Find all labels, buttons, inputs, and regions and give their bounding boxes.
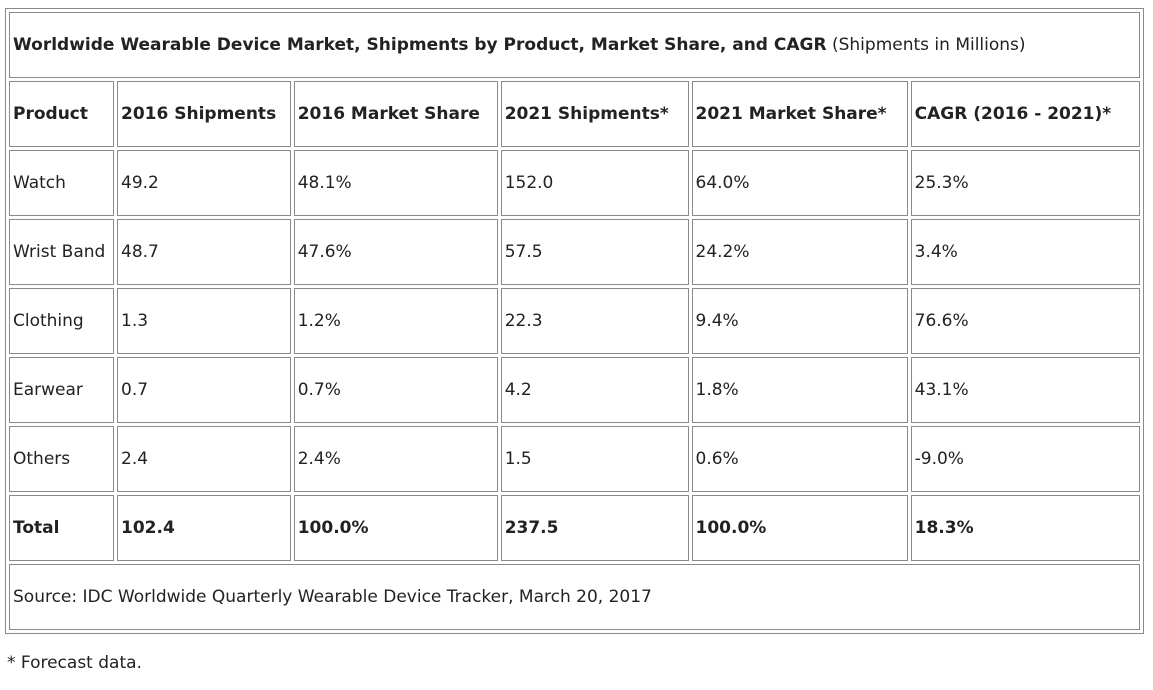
table-cell: 3.4% — [910, 219, 1140, 285]
column-header: 2021 Market Share* — [691, 81, 908, 147]
table-cell: 2.4 — [117, 426, 291, 492]
table-cell: Watch — [9, 150, 115, 216]
column-header: CAGR (2016 - 2021)* — [910, 81, 1140, 147]
table-cell: 1.5 — [500, 426, 689, 492]
table-title: Worldwide Wearable Device Market, Shipme… — [13, 35, 827, 55]
table-title-cell: Worldwide Wearable Device Market, Shipme… — [9, 12, 1140, 78]
forecast-footnote: * Forecast data. — [7, 653, 142, 673]
table-cell: 76.6% — [910, 288, 1140, 354]
wearables-market-table: Worldwide Wearable Device Market, Shipme… — [5, 8, 1144, 634]
total-cell: 100.0% — [293, 495, 498, 561]
table-cell: 9.4% — [691, 288, 908, 354]
table-cell: 43.1% — [910, 357, 1140, 423]
table-cell: Wrist Band — [9, 219, 115, 285]
table-cell: 48.7 — [117, 219, 291, 285]
table-cell: 25.3% — [910, 150, 1140, 216]
table-cell: 22.3 — [500, 288, 689, 354]
table-cell: 48.1% — [293, 150, 498, 216]
column-header: 2016 Shipments — [117, 81, 291, 147]
table-cell: 0.7% — [293, 357, 498, 423]
total-cell: 102.4 — [117, 495, 291, 561]
source-row: Source: IDC Worldwide Quarterly Wearable… — [9, 564, 1140, 630]
table-cell: Others — [9, 426, 115, 492]
table-row: Others 2.4 2.4% 1.5 0.6% -9.0% — [9, 426, 1140, 492]
table-cell: 4.2 — [500, 357, 689, 423]
table-cell: Earwear — [9, 357, 115, 423]
table-title-row: Worldwide Wearable Device Market, Shipme… — [9, 12, 1140, 78]
table-row: Earwear 0.7 0.7% 4.2 1.8% 43.1% — [9, 357, 1140, 423]
table-row: Watch 49.2 48.1% 152.0 64.0% 25.3% — [9, 150, 1140, 216]
column-header-row: Product 2016 Shipments 2016 Market Share… — [9, 81, 1140, 147]
total-row: Total 102.4 100.0% 237.5 100.0% 18.3% — [9, 495, 1140, 561]
column-header: 2021 Shipments* — [500, 81, 689, 147]
table-cell: 0.7 — [117, 357, 291, 423]
table-row: Clothing 1.3 1.2% 22.3 9.4% 76.6% — [9, 288, 1140, 354]
table-row: Wrist Band 48.7 47.6% 57.5 24.2% 3.4% — [9, 219, 1140, 285]
total-cell: Total — [9, 495, 115, 561]
column-header: Product — [9, 81, 115, 147]
total-cell: 237.5 — [500, 495, 689, 561]
table-cell: 0.6% — [691, 426, 908, 492]
table-cell: 64.0% — [691, 150, 908, 216]
table-subtitle: (Shipments in Millions) — [831, 35, 1026, 55]
table-cell: 2.4% — [293, 426, 498, 492]
total-cell: 18.3% — [910, 495, 1140, 561]
table-cell: 1.8% — [691, 357, 908, 423]
total-cell: 100.0% — [691, 495, 908, 561]
table-cell: 47.6% — [293, 219, 498, 285]
table-cell: 57.5 — [500, 219, 689, 285]
source-note: Source: IDC Worldwide Quarterly Wearable… — [9, 564, 1140, 630]
column-header: 2016 Market Share — [293, 81, 498, 147]
table-cell: 1.3 — [117, 288, 291, 354]
table-cell: 152.0 — [500, 150, 689, 216]
table-cell: -9.0% — [910, 426, 1140, 492]
table-cell: 1.2% — [293, 288, 498, 354]
table-cell: 24.2% — [691, 219, 908, 285]
table-cell: 49.2 — [117, 150, 291, 216]
table-cell: Clothing — [9, 288, 115, 354]
